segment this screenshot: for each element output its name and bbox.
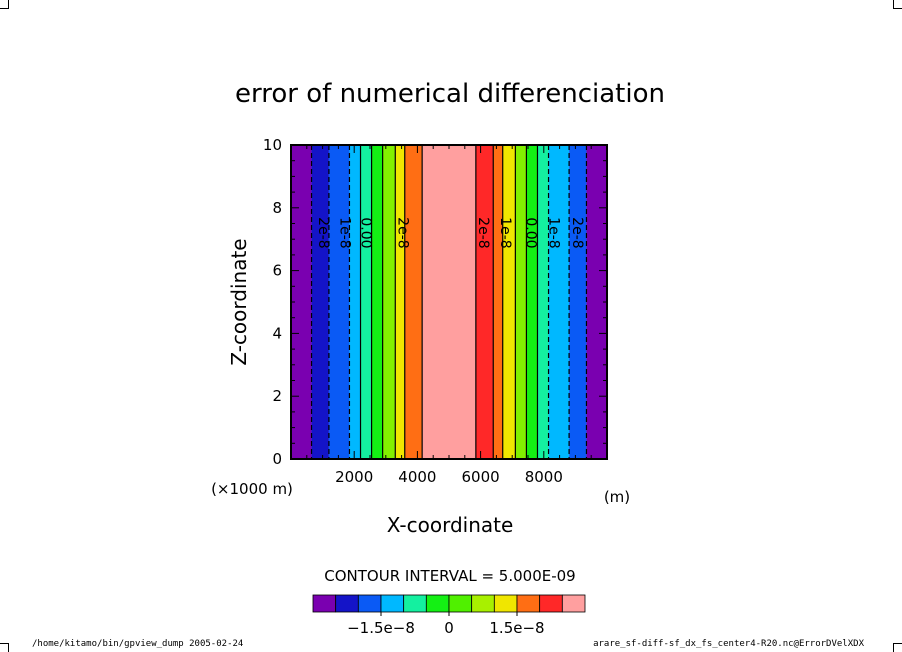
colorbar-swatch-12 xyxy=(561,594,586,613)
x-tick-label: 2000 xyxy=(335,468,373,486)
colorbar-swatch-8 xyxy=(471,594,495,613)
y-tick-label: 0 xyxy=(272,450,282,468)
contour-band-15 xyxy=(526,145,538,459)
colorbar-tick-label: 0 xyxy=(444,619,454,637)
colorbar-swatch-5 xyxy=(403,594,427,613)
contour-band-9 xyxy=(404,145,423,459)
y-axis-ticks: 0 2 4 6 8 10 xyxy=(263,136,607,468)
colorbar: −1.5e−8 0 1.5e−8 xyxy=(312,594,586,637)
corner-mark-top-left xyxy=(0,0,9,9)
contour-band-7 xyxy=(382,145,396,459)
corner-mark-bottom-right xyxy=(893,643,902,652)
y-tick-label: 6 xyxy=(272,262,282,280)
colorbar-swatch-3 xyxy=(357,594,382,613)
contour-band-12 xyxy=(493,145,503,459)
y-tick-label: 8 xyxy=(272,199,282,217)
contour-band-5 xyxy=(360,145,372,459)
colorbar-swatch-6 xyxy=(425,594,450,613)
chart-title: error of numerical differenciation xyxy=(235,79,665,109)
colorbar-tick-label: −1.5e−8 xyxy=(347,619,415,637)
contour-band-4 xyxy=(349,145,361,459)
y-tick-label: 2 xyxy=(272,387,282,405)
contour-labels: 2e-8 1e-8 0.00 2e-8 2e-8 1e-8 0.00 1e-8 2e-8 xyxy=(315,217,585,248)
contour-band-2 xyxy=(311,145,329,459)
contour-band-1 xyxy=(291,145,312,459)
contour-band-8 xyxy=(395,145,405,459)
footer-left-path: /home/kitamo/bin/gpview_dump 2005-02-24 xyxy=(32,639,244,649)
contour-label-8: 1e-8 xyxy=(545,217,561,248)
colorbar-tick-label: 1.5e−8 xyxy=(489,619,544,637)
contour-band-19 xyxy=(586,145,607,459)
contour-band-3 xyxy=(328,145,350,459)
contour-band-18 xyxy=(569,145,587,459)
x-tick-label: 8000 xyxy=(525,468,563,486)
colorbar-swatch-10 xyxy=(516,594,541,613)
contour-label-2: 1e-8 xyxy=(337,217,353,248)
contour-band-10 xyxy=(422,145,476,459)
x-tick-label: 6000 xyxy=(462,468,500,486)
y-axis-label: Z-coordinate xyxy=(227,238,251,365)
y-tick-label: 4 xyxy=(272,324,282,342)
contour-label-9: 2e-8 xyxy=(569,217,585,248)
contour-label-7: 0.00 xyxy=(523,217,539,248)
colorbar-swatch-1 xyxy=(312,594,337,613)
x-tick-label: 4000 xyxy=(398,468,436,486)
contour-band-6 xyxy=(371,145,383,459)
footer-right-source: arare_sf-diff-sf_dx_fs_center4-R20.nc@Er… xyxy=(593,639,864,649)
contour-fill-bands xyxy=(291,145,607,459)
contour-label-3: 0.00 xyxy=(357,217,373,248)
contour-band-14 xyxy=(515,145,527,459)
contour-band-17 xyxy=(548,145,570,459)
colorbar-swatch-7 xyxy=(448,594,473,613)
contour-label-6: 1e-8 xyxy=(497,217,513,248)
x-unit: (m) xyxy=(604,488,630,506)
contour-label-1: 2e-8 xyxy=(315,217,331,248)
corner-mark-bottom-left xyxy=(0,643,9,652)
contour-interval-label: CONTOUR INTERVAL = 5.000E-09 xyxy=(324,567,575,585)
x-unit-factor: (×1000 m) xyxy=(211,480,293,498)
contour-label-4: 2e-8 xyxy=(395,217,411,248)
contour-band-16 xyxy=(537,145,549,459)
x-axis-label: X-coordinate xyxy=(387,513,514,537)
colorbar-swatch-9 xyxy=(493,594,518,613)
y-tick-label: 10 xyxy=(263,136,282,154)
x-axis-ticks: 2000 4000 6000 8000 xyxy=(290,145,608,486)
colorbar-swatch-2 xyxy=(335,594,359,613)
colorbar-swatch-4 xyxy=(380,594,405,613)
contour-lines xyxy=(310,145,588,459)
contour-band-11 xyxy=(475,145,494,459)
contour-label-5: 2e-8 xyxy=(475,217,491,248)
colorbar-swatch-11 xyxy=(539,594,563,613)
corner-mark-top-right xyxy=(893,0,902,9)
contour-band-13 xyxy=(502,145,516,459)
